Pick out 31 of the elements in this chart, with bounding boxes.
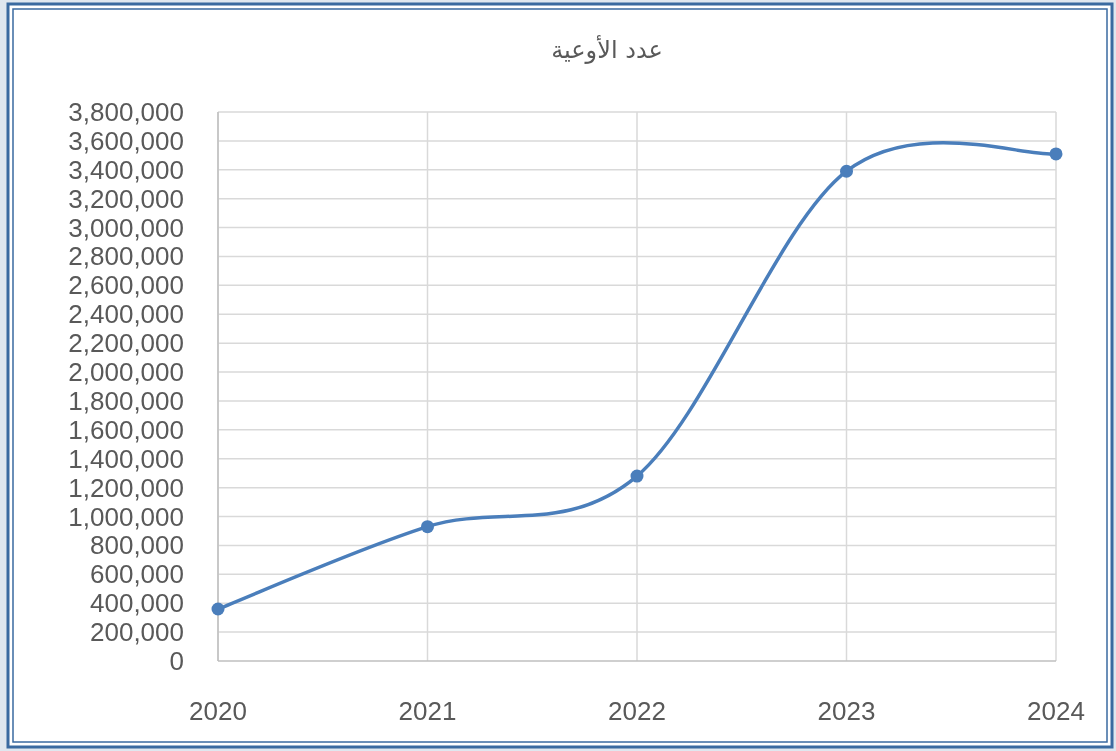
y-tick-label: 3,200,000 <box>68 183 184 214</box>
y-tick-label: 3,000,000 <box>68 212 184 243</box>
y-tick-label: 3,600,000 <box>68 125 184 156</box>
y-tick-label: 1,600,000 <box>68 414 184 445</box>
y-tick-label: 1,200,000 <box>68 472 184 503</box>
chart-title: عدد الأوعية <box>551 35 663 64</box>
y-tick-label: 2,400,000 <box>68 299 184 330</box>
point <box>211 602 225 616</box>
y-tick-label: 1,400,000 <box>68 443 184 474</box>
y-tick-label: 0 <box>169 646 184 676</box>
x-tick-label: 2024 <box>1027 696 1085 726</box>
x-tick-label: 2021 <box>398 696 457 726</box>
point <box>630 469 644 483</box>
y-tick-label: 800,000 <box>90 530 184 561</box>
y-tick-label: 600,000 <box>90 559 184 590</box>
x-tick-label: 2020 <box>189 696 247 726</box>
y-tick-label: 2,200,000 <box>68 328 184 359</box>
point <box>421 520 434 534</box>
y-tick-label: 2,600,000 <box>68 270 184 301</box>
y-tick-label: 2,000,000 <box>68 357 184 388</box>
point <box>840 164 853 178</box>
y-tick-label: 3,800,000 <box>68 97 184 127</box>
y-tick-label: 2,800,000 <box>68 241 184 272</box>
y-tick-label: 1,800,000 <box>68 385 184 416</box>
x-tick-label: 2022 <box>608 696 666 726</box>
y-tick-label: 1,000,000 <box>68 501 184 532</box>
y-tick-label: 400,000 <box>90 588 184 619</box>
y-tick-label: 3,400,000 <box>68 154 184 185</box>
point <box>1049 147 1063 161</box>
y-tick-label: 200,000 <box>90 617 184 648</box>
x-tick-label: 2023 <box>817 696 876 726</box>
